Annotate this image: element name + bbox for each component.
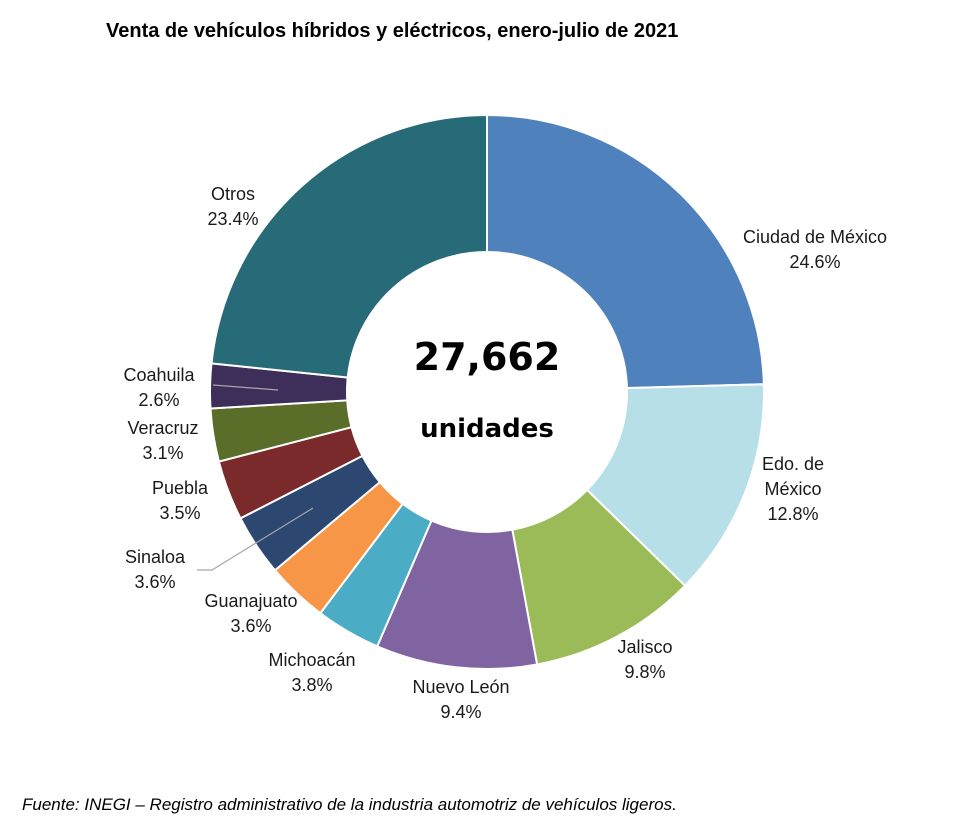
leader-line-coahuila	[212, 384, 279, 391]
label-veracruz: Veracruz 3.1%	[127, 418, 198, 463]
label-percent-puebla: 3.5%	[159, 503, 200, 523]
label-percent-guanajuato: 3.6%	[230, 616, 271, 636]
leader-line-sinaloa	[197, 507, 314, 571]
center-total-label: 27,662	[414, 335, 561, 379]
chart-title: Venta de vehículos híbridos y eléctricos…	[106, 20, 679, 42]
label-ciudad-de-mexico: Ciudad de México 24.6%	[743, 227, 887, 272]
source-note: Fuente: INEGI – Registro administrativo …	[22, 795, 677, 814]
label-percent-ciudad-de-mexico: 24.6%	[789, 252, 840, 272]
label-percent-jalisco: 9.8%	[624, 662, 665, 682]
label-percent-nuevo-leon: 9.4%	[440, 702, 481, 722]
slice-edo-de-mexico	[585, 383, 765, 588]
label-michoacan: Michoacán 3.8%	[268, 650, 355, 695]
label-percent-sinaloa: 3.6%	[134, 572, 175, 592]
label-name-veracruz: Veracruz	[127, 418, 198, 438]
labels-layer: Ciudad de México 24.6% Edo. de México 12.8% J…	[123, 184, 887, 722]
label-puebla: Puebla 3.5%	[152, 478, 209, 523]
label-sinaloa: Sinaloa 3.6%	[125, 547, 186, 592]
slices-layer	[209, 113, 765, 670]
label-guanajuato: Guanajuato 3.6%	[204, 591, 297, 636]
label-name-coahuila: Coahuila	[123, 365, 195, 385]
label-edo-de-mexico: Edo. de México 12.8%	[762, 454, 824, 524]
label-name-ciudad-de-mexico: Ciudad de México	[743, 227, 887, 247]
label-jalisco: Jalisco 9.8%	[617, 637, 672, 682]
label-otros: Otros 23.4%	[207, 184, 258, 229]
label-name-puebla: Puebla	[152, 478, 209, 498]
label-name-sinaloa: Sinaloa	[125, 547, 186, 567]
label-name-michoacan: Michoacán	[268, 650, 355, 670]
label-name-edo-de-mexico: México	[764, 479, 821, 499]
label-name-guanajuato: Guanajuato	[204, 591, 297, 611]
label-percent-coahuila: 2.6%	[138, 390, 179, 410]
label-nuevo-leon: Nuevo León 9.4%	[412, 677, 509, 722]
label-percent-michoacan: 3.8%	[291, 675, 332, 695]
leader-lines-layer	[197, 384, 314, 571]
label-percent-veracruz: 3.1%	[142, 443, 183, 463]
slice-ciudad-de-mexico	[486, 113, 765, 390]
label-percent-otros: 23.4%	[207, 209, 258, 229]
label-name-jalisco: Jalisco	[617, 637, 672, 657]
label-percent-edo-de-mexico: 12.8%	[767, 504, 818, 524]
label-name-nuevo-leon: Nuevo León	[412, 677, 509, 697]
label-name-otros: Otros	[211, 184, 255, 204]
center-unit-label: unidades	[420, 414, 554, 444]
label-coahuila: Coahuila 2.6%	[123, 365, 195, 410]
slice-otros	[210, 113, 488, 379]
label-name-edo-de-mexico: Edo. de	[762, 454, 824, 474]
